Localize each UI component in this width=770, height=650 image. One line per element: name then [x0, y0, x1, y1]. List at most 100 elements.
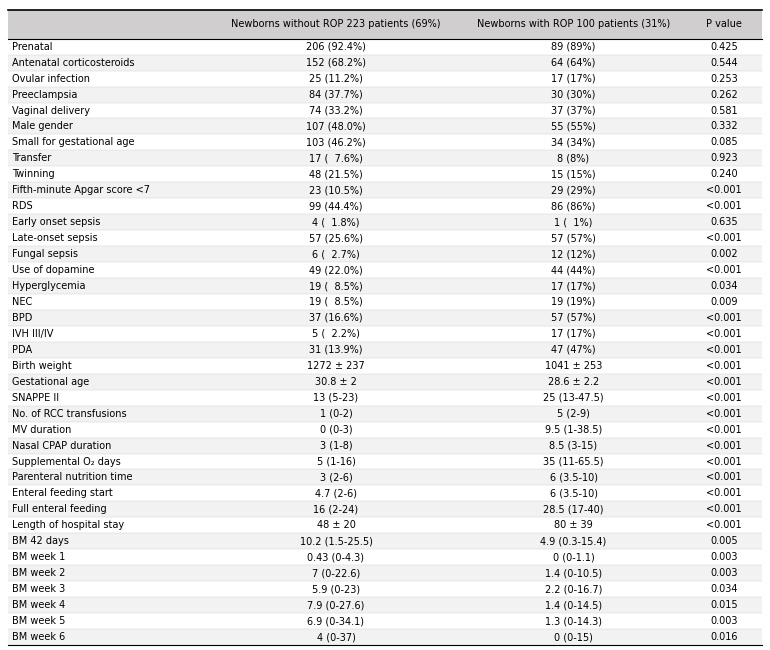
Text: 0.016: 0.016: [711, 632, 738, 642]
Text: 5 (2-9): 5 (2-9): [557, 409, 590, 419]
Bar: [212, 150, 460, 166]
Text: 57 (57%): 57 (57%): [551, 313, 596, 323]
Text: 84 (37.7%): 84 (37.7%): [309, 90, 363, 99]
Bar: [687, 246, 762, 262]
Bar: [687, 55, 762, 71]
Bar: [8, 230, 212, 246]
Bar: [687, 390, 762, 406]
Text: BM week 6: BM week 6: [12, 632, 65, 642]
Bar: [8, 182, 212, 198]
Text: 17 (17%): 17 (17%): [551, 329, 596, 339]
Text: 13 (5-23): 13 (5-23): [313, 393, 359, 403]
Bar: [212, 10, 460, 39]
Bar: [212, 182, 460, 198]
Text: <0.001: <0.001: [707, 441, 742, 450]
Text: 99 (44.4%): 99 (44.4%): [310, 202, 363, 211]
Bar: [687, 406, 762, 422]
Text: 4.9 (0.3-15.4): 4.9 (0.3-15.4): [541, 536, 607, 546]
Bar: [460, 486, 687, 501]
Text: Nasal CPAP duration: Nasal CPAP duration: [12, 441, 112, 450]
Bar: [8, 629, 212, 645]
Text: 1 (0-2): 1 (0-2): [320, 409, 353, 419]
Bar: [687, 310, 762, 326]
Bar: [687, 198, 762, 214]
Bar: [460, 437, 687, 454]
Text: Preeclampsia: Preeclampsia: [12, 90, 77, 99]
Bar: [212, 103, 460, 118]
Bar: [212, 597, 460, 613]
Bar: [8, 597, 212, 613]
Bar: [687, 581, 762, 597]
Text: <0.001: <0.001: [707, 202, 742, 211]
Bar: [8, 246, 212, 262]
Text: 9.5 (1-38.5): 9.5 (1-38.5): [545, 424, 602, 435]
Bar: [460, 198, 687, 214]
Bar: [460, 613, 687, 629]
Bar: [8, 262, 212, 278]
Text: Full enteral feeding: Full enteral feeding: [12, 504, 106, 514]
Text: 107 (48.0%): 107 (48.0%): [306, 122, 366, 131]
Text: Hyperglycemia: Hyperglycemia: [12, 281, 85, 291]
Bar: [687, 597, 762, 613]
Bar: [460, 454, 687, 469]
Text: 34 (34%): 34 (34%): [551, 137, 596, 148]
Text: Twinning: Twinning: [12, 170, 55, 179]
Text: 6.9 (0-34.1): 6.9 (0-34.1): [307, 616, 364, 626]
Text: Late-onset sepsis: Late-onset sepsis: [12, 233, 98, 243]
Bar: [460, 150, 687, 166]
Bar: [8, 422, 212, 437]
Bar: [8, 310, 212, 326]
Text: <0.001: <0.001: [707, 409, 742, 419]
Text: BM week 2: BM week 2: [12, 568, 65, 578]
Bar: [687, 166, 762, 182]
Text: 28.6 ± 2.2: 28.6 ± 2.2: [548, 377, 599, 387]
Text: IVH III/IV: IVH III/IV: [12, 329, 53, 339]
Text: 48 (21.5%): 48 (21.5%): [309, 170, 363, 179]
Bar: [8, 86, 212, 103]
Text: BM week 3: BM week 3: [12, 584, 65, 594]
Text: 0.581: 0.581: [711, 105, 738, 116]
Text: Transfer: Transfer: [12, 153, 52, 163]
Bar: [8, 326, 212, 342]
Bar: [460, 71, 687, 86]
Bar: [687, 71, 762, 86]
Text: 1.3 (0-14.3): 1.3 (0-14.3): [545, 616, 602, 626]
Bar: [687, 230, 762, 246]
Bar: [687, 326, 762, 342]
Bar: [687, 374, 762, 390]
Bar: [687, 182, 762, 198]
Text: 30 (30%): 30 (30%): [551, 90, 596, 99]
Bar: [212, 517, 460, 533]
Bar: [8, 103, 212, 118]
Bar: [687, 150, 762, 166]
Bar: [687, 278, 762, 294]
Text: Male gender: Male gender: [12, 122, 73, 131]
Bar: [212, 406, 460, 422]
Bar: [212, 566, 460, 581]
Bar: [460, 10, 687, 39]
Text: 15 (15%): 15 (15%): [551, 170, 596, 179]
Text: 5 (  2.2%): 5 ( 2.2%): [312, 329, 360, 339]
Bar: [460, 118, 687, 135]
Bar: [460, 262, 687, 278]
Text: 19 (  8.5%): 19 ( 8.5%): [309, 297, 363, 307]
Bar: [8, 390, 212, 406]
Text: 6 (3.5-10): 6 (3.5-10): [550, 488, 598, 499]
Bar: [460, 358, 687, 374]
Bar: [212, 629, 460, 645]
Bar: [460, 294, 687, 310]
Bar: [212, 613, 460, 629]
Bar: [212, 549, 460, 566]
Text: Use of dopamine: Use of dopamine: [12, 265, 95, 275]
Bar: [460, 166, 687, 182]
Text: 8.5 (3-15): 8.5 (3-15): [550, 441, 598, 450]
Text: <0.001: <0.001: [707, 361, 742, 370]
Text: 0.005: 0.005: [711, 536, 738, 546]
Bar: [212, 135, 460, 150]
Bar: [8, 581, 212, 597]
Text: 0.544: 0.544: [711, 58, 738, 68]
Bar: [8, 294, 212, 310]
Text: Antenatal corticosteroids: Antenatal corticosteroids: [12, 58, 135, 68]
Bar: [212, 437, 460, 454]
Bar: [460, 406, 687, 422]
